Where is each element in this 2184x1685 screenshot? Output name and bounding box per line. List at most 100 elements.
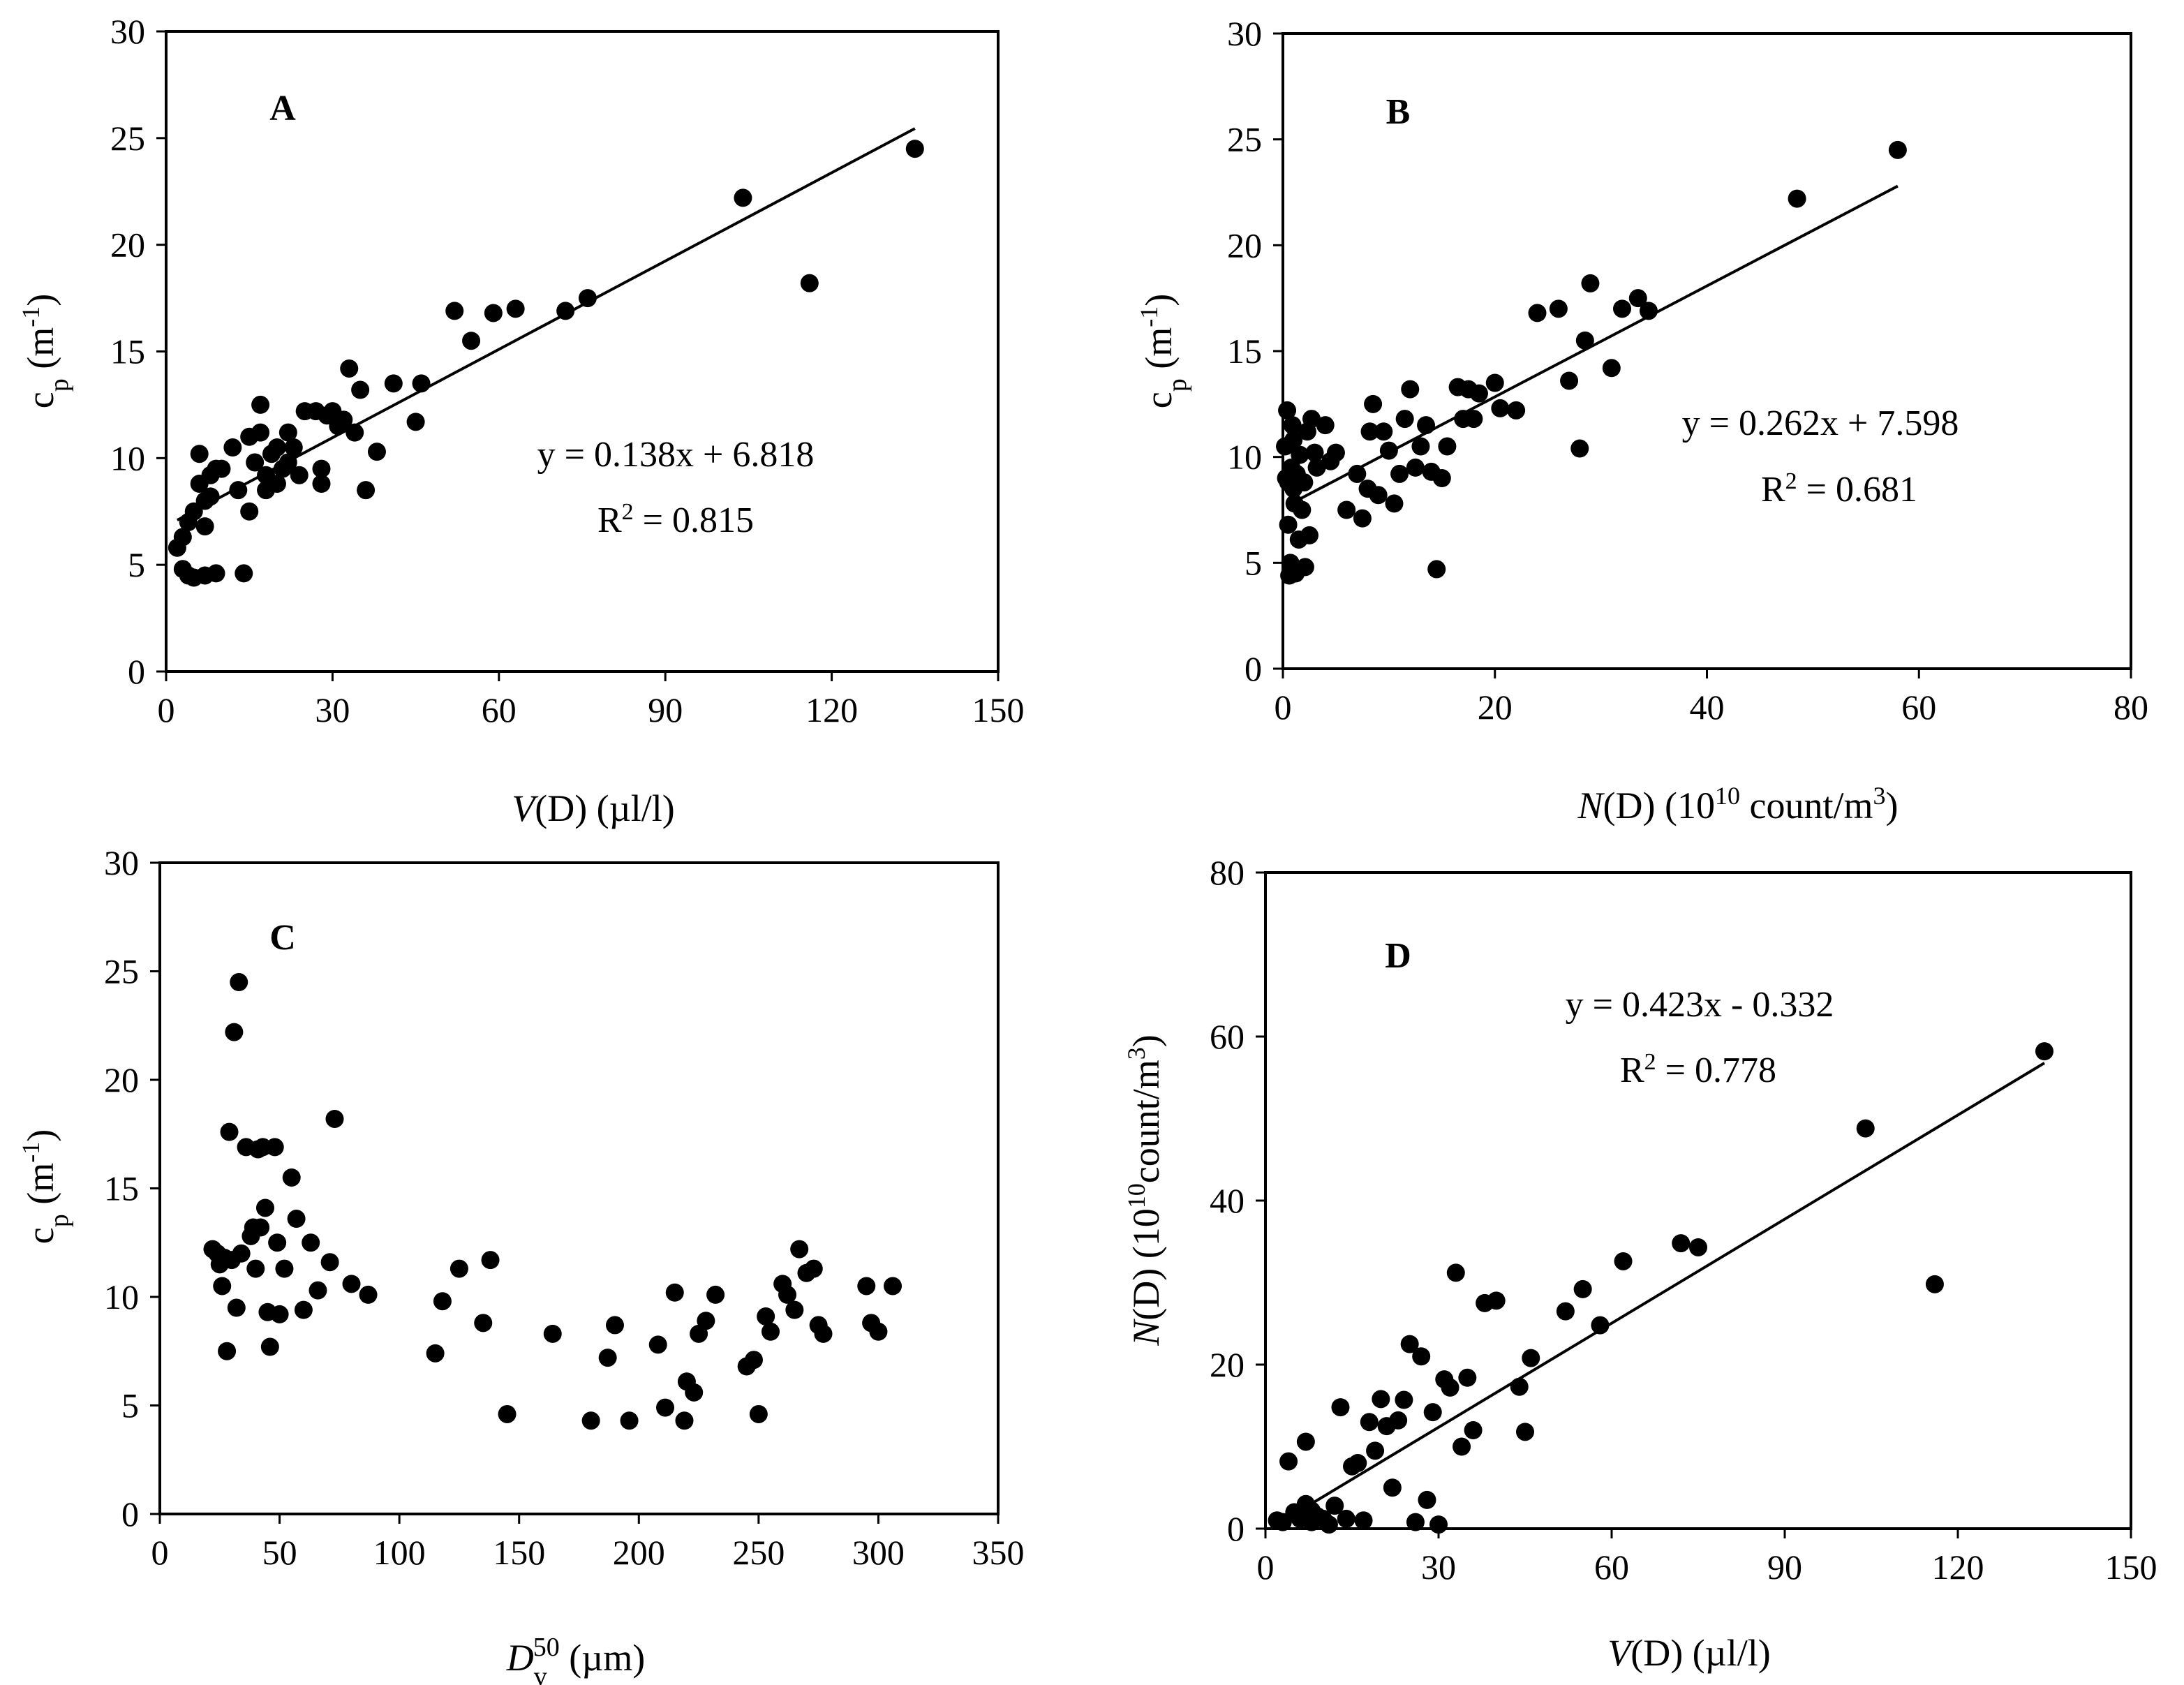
panel-b-data-point [1570,439,1589,458]
panel-b-data-point [1360,422,1379,441]
panel-a-data-point [284,438,303,457]
panel-c-ylabel-base: c [20,1227,61,1244]
panel-b-data-point [1888,140,1907,159]
panel-b-data-point [1528,304,1547,322]
panel-d-r2: R2 = 0.778 [1620,1049,1776,1091]
panel-c-x-tick-label: 50 [262,1533,297,1572]
panel-d-data-point [1406,1513,1425,1531]
panel-c-data-point [581,1411,600,1430]
panel-b-xlabel-mid: (D) (10 [1603,785,1715,826]
panel-c-data-point [648,1335,667,1354]
panel-c-y-tick-label: 0 [121,1494,139,1534]
panel-a-data-point [357,481,376,500]
panel-a-data-point [800,274,819,292]
panel-b-data-point [1283,416,1302,435]
panel-b-r2-value: = 0.681 [1797,470,1917,510]
panel-b-r2: R2 = 0.681 [1761,468,1917,510]
panel-b-y-tick-label: 15 [1227,332,1262,371]
panel-b-ylabel-end: ) [1138,294,1180,306]
panel-c-data-point [246,1259,265,1278]
panel-a-data-point [340,359,359,378]
panel-c-data-point [359,1285,378,1304]
panel-b-data-point [1385,494,1404,513]
panel-a-r2-sup: 2 [622,499,634,525]
panel-a-data-point [367,443,386,461]
panel-b-y-axis-label: cp (m-1) [1135,294,1192,408]
panel-a-data-point [556,302,575,320]
panel-a: 0 30 60 90 120 150 0 5 10 15 20 25 30 A y = 0.138x +… [17,12,1025,829]
panel-c-data-point [309,1281,327,1300]
panel-b-data-point [1432,469,1451,487]
panel-d-data-point [1591,1316,1610,1335]
panel-a-equation: y = 0.138x + 6.818 [537,435,815,475]
panel-c-data-point [270,1305,289,1323]
panel-d-x-axis-label: V(D) (µl/l) [1607,1632,1771,1674]
panel-c-data-point [433,1292,452,1311]
panel-b-data-point [1485,373,1504,392]
panel-d-data-point [1423,1403,1442,1422]
panel-c-x-tick-label: 300 [852,1533,905,1572]
panel-d-data-point [1400,1335,1419,1353]
panel-b-data-point [1364,394,1383,413]
panel-b-points [1276,140,1907,585]
panel-a-data-point [445,302,464,320]
panel-b-r2-sup: 2 [1785,468,1797,494]
panel-d-data-point [1412,1347,1431,1366]
panel-d-x-tick-label: 60 [1594,1547,1629,1587]
panel-c-data-point [785,1300,804,1319]
panel-c-data-point [675,1411,694,1430]
panel-d-ylabel-mid2: count/m [1125,1060,1167,1183]
panel-d-ticks: 0 30 60 90 120 150 0 20 40 60 80 [1210,853,2157,1587]
panel-c-x-tick-label: 0 [151,1533,169,1572]
panel-c-data-point [498,1404,517,1423]
panel-d-data-point [1331,1398,1350,1417]
panel-d-data-point [1464,1421,1483,1439]
panel-d-ylabel-mid: (D) (10 [1125,1208,1167,1320]
panel-c-data-point [265,1138,284,1157]
panel-c-x-tick-label: 150 [493,1533,545,1572]
panel-b-data-point [1411,437,1430,456]
panel-d-data-point [1573,1279,1592,1298]
panel-b-x-tick-label: 60 [1901,688,1936,727]
panel-d-data-point [1510,1377,1529,1396]
panel-d-data-point [1383,1478,1402,1497]
panel-b-x-tick-label: 20 [1478,688,1513,727]
panel-a-data-point [290,466,309,484]
panel-c-data-point [474,1314,493,1333]
panel-b-ticks: 0 20 40 60 80 0 5 10 15 20 25 30 [1227,14,2148,727]
panel-d-x-tick-label: 90 [1767,1547,1802,1587]
panel-b-data-point [1291,445,1309,464]
panel-c-data-point [275,1259,294,1278]
panel-c-data-point [857,1277,876,1296]
panel-a-data-point [240,502,259,521]
panel-c-data-point [227,1298,246,1317]
panel-c-data-point [762,1322,780,1341]
panel-a-x-tick-label: 90 [648,690,683,729]
panel-b-data-point [1295,558,1314,577]
panel-d-r2-value: = 0.778 [1656,1051,1776,1090]
panel-c-data-point [342,1275,361,1293]
panel-a-y-tick-label: 0 [128,652,145,691]
panel-a-data-point [278,453,297,472]
panel-b-xlabel-sup1: 10 [1715,782,1740,810]
panel-b-data-point [1549,299,1568,318]
panel-d-data-point [1614,1252,1633,1270]
panel-a-ylabel-mid: (m [20,327,61,379]
panel-b-data-point [1348,464,1367,483]
panel-d-ylabel-end: ) [1125,1034,1167,1047]
panel-c-data-point [325,1109,344,1128]
panel-a-ylabel-end: ) [20,294,61,306]
panel-b-data-point [1284,431,1303,450]
panel-d-data-point [1487,1291,1506,1310]
panel-b-y-tick-label: 5 [1245,543,1262,582]
panel-c-data-point [450,1259,468,1278]
panel-c-x-tick-label: 200 [613,1533,665,1572]
panel-c-data-point [251,1218,270,1237]
panel-c-data-point [543,1324,562,1343]
panel-b-xlabel-end: ) [1885,785,1898,826]
panel-a-x-tick-label: 0 [158,690,175,729]
panel-c-letter: C [269,918,296,958]
panel-b-ylabel-mid: (m [1138,327,1180,379]
panel-a-ylabel-base: c [20,392,61,408]
panel-c-plot-frame [158,861,1000,1515]
